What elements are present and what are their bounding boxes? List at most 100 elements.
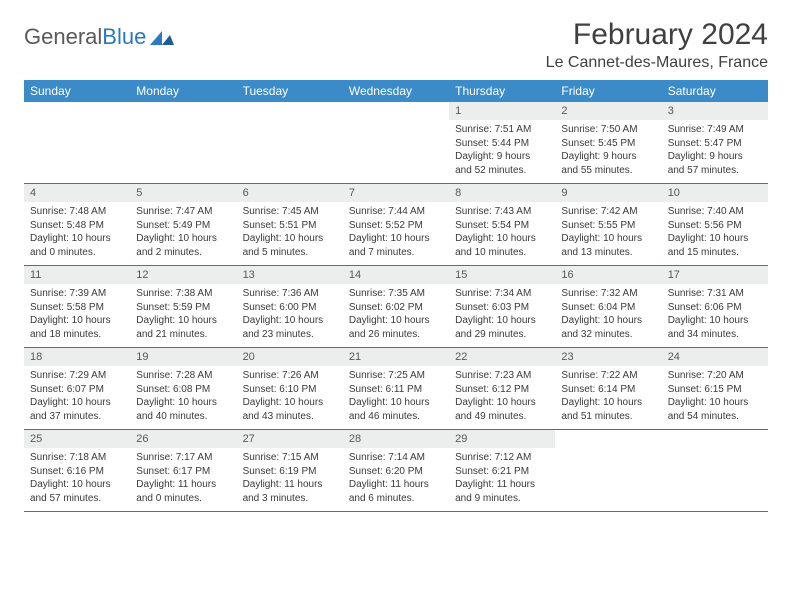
day-body: Sunrise: 7:39 AMSunset: 5:58 PMDaylight:…: [24, 284, 130, 347]
day-body: Sunrise: 7:32 AMSunset: 6:04 PMDaylight:…: [555, 284, 661, 347]
day-body: Sunrise: 7:43 AMSunset: 5:54 PMDaylight:…: [449, 202, 555, 265]
day-number-empty: [24, 102, 130, 120]
day-cell: 18Sunrise: 7:29 AMSunset: 6:07 PMDayligh…: [24, 348, 130, 430]
day-body: Sunrise: 7:49 AMSunset: 5:47 PMDaylight:…: [662, 120, 768, 183]
day-number: 11: [24, 266, 130, 284]
week-row: 11Sunrise: 7:39 AMSunset: 5:58 PMDayligh…: [24, 266, 768, 348]
day-cell: 29Sunrise: 7:12 AMSunset: 6:21 PMDayligh…: [449, 430, 555, 512]
day-cell: 5Sunrise: 7:47 AMSunset: 5:49 PMDaylight…: [130, 184, 236, 266]
day-cell: 22Sunrise: 7:23 AMSunset: 6:12 PMDayligh…: [449, 348, 555, 430]
day-header: Wednesday: [343, 80, 449, 102]
day-number: 23: [555, 348, 661, 366]
day-number: 12: [130, 266, 236, 284]
day-number: 27: [237, 430, 343, 448]
day-body: Sunrise: 7:48 AMSunset: 5:48 PMDaylight:…: [24, 202, 130, 265]
header: GeneralBlue February 2024 Le Cannet-des-…: [24, 18, 768, 72]
calendar-table: SundayMondayTuesdayWednesdayThursdayFrid…: [24, 80, 768, 512]
logo-part1: General: [24, 24, 102, 49]
day-number: 17: [662, 266, 768, 284]
day-number-empty: [237, 102, 343, 120]
day-cell: 8Sunrise: 7:43 AMSunset: 5:54 PMDaylight…: [449, 184, 555, 266]
day-cell: 24Sunrise: 7:20 AMSunset: 6:15 PMDayligh…: [662, 348, 768, 430]
day-header: Thursday: [449, 80, 555, 102]
week-row: 18Sunrise: 7:29 AMSunset: 6:07 PMDayligh…: [24, 348, 768, 430]
day-cell: 28Sunrise: 7:14 AMSunset: 6:20 PMDayligh…: [343, 430, 449, 512]
day-number-empty: [662, 430, 768, 448]
day-number: 13: [237, 266, 343, 284]
title-block: February 2024 Le Cannet-des-Maures, Fran…: [546, 18, 768, 72]
day-body: Sunrise: 7:18 AMSunset: 6:16 PMDaylight:…: [24, 448, 130, 511]
day-number: 5: [130, 184, 236, 202]
day-cell: 23Sunrise: 7:22 AMSunset: 6:14 PMDayligh…: [555, 348, 661, 430]
day-cell: 12Sunrise: 7:38 AMSunset: 5:59 PMDayligh…: [130, 266, 236, 348]
day-body: Sunrise: 7:44 AMSunset: 5:52 PMDaylight:…: [343, 202, 449, 265]
day-number: 22: [449, 348, 555, 366]
day-cell: 15Sunrise: 7:34 AMSunset: 6:03 PMDayligh…: [449, 266, 555, 348]
day-body: Sunrise: 7:14 AMSunset: 6:20 PMDaylight:…: [343, 448, 449, 511]
day-number: 21: [343, 348, 449, 366]
day-number-empty: [343, 102, 449, 120]
day-body: Sunrise: 7:22 AMSunset: 6:14 PMDaylight:…: [555, 366, 661, 429]
day-body: Sunrise: 7:28 AMSunset: 6:08 PMDaylight:…: [130, 366, 236, 429]
day-cell: 4Sunrise: 7:48 AMSunset: 5:48 PMDaylight…: [24, 184, 130, 266]
day-number: 20: [237, 348, 343, 366]
day-cell: [130, 102, 236, 184]
day-body: Sunrise: 7:23 AMSunset: 6:12 PMDaylight:…: [449, 366, 555, 429]
day-number: 8: [449, 184, 555, 202]
logo-part2: Blue: [102, 24, 146, 49]
day-number: 25: [24, 430, 130, 448]
day-cell: 1Sunrise: 7:51 AMSunset: 5:44 PMDaylight…: [449, 102, 555, 184]
day-number: 29: [449, 430, 555, 448]
day-header: Tuesday: [237, 80, 343, 102]
day-cell: 19Sunrise: 7:28 AMSunset: 6:08 PMDayligh…: [130, 348, 236, 430]
day-cell: 21Sunrise: 7:25 AMSunset: 6:11 PMDayligh…: [343, 348, 449, 430]
day-cell: 10Sunrise: 7:40 AMSunset: 5:56 PMDayligh…: [662, 184, 768, 266]
day-body: Sunrise: 7:47 AMSunset: 5:49 PMDaylight:…: [130, 202, 236, 265]
day-number: 15: [449, 266, 555, 284]
day-number: 14: [343, 266, 449, 284]
day-body-empty: [130, 120, 236, 178]
day-cell: [24, 102, 130, 184]
day-header: Sunday: [24, 80, 130, 102]
day-body: Sunrise: 7:17 AMSunset: 6:17 PMDaylight:…: [130, 448, 236, 511]
day-cell: 14Sunrise: 7:35 AMSunset: 6:02 PMDayligh…: [343, 266, 449, 348]
day-body-empty: [24, 120, 130, 178]
day-number: 10: [662, 184, 768, 202]
day-body: Sunrise: 7:38 AMSunset: 5:59 PMDaylight:…: [130, 284, 236, 347]
day-header: Saturday: [662, 80, 768, 102]
day-cell: 3Sunrise: 7:49 AMSunset: 5:47 PMDaylight…: [662, 102, 768, 184]
day-cell: 17Sunrise: 7:31 AMSunset: 6:06 PMDayligh…: [662, 266, 768, 348]
day-cell: 27Sunrise: 7:15 AMSunset: 6:19 PMDayligh…: [237, 430, 343, 512]
day-body: Sunrise: 7:45 AMSunset: 5:51 PMDaylight:…: [237, 202, 343, 265]
day-body: Sunrise: 7:26 AMSunset: 6:10 PMDaylight:…: [237, 366, 343, 429]
day-number: 26: [130, 430, 236, 448]
day-body: Sunrise: 7:34 AMSunset: 6:03 PMDaylight:…: [449, 284, 555, 347]
day-cell: 26Sunrise: 7:17 AMSunset: 6:17 PMDayligh…: [130, 430, 236, 512]
day-number: 28: [343, 430, 449, 448]
day-cell: 6Sunrise: 7:45 AMSunset: 5:51 PMDaylight…: [237, 184, 343, 266]
day-body-empty: [555, 448, 661, 506]
day-number: 18: [24, 348, 130, 366]
day-number: 4: [24, 184, 130, 202]
day-header-row: SundayMondayTuesdayWednesdayThursdayFrid…: [24, 80, 768, 102]
day-body: Sunrise: 7:51 AMSunset: 5:44 PMDaylight:…: [449, 120, 555, 183]
day-cell: 25Sunrise: 7:18 AMSunset: 6:16 PMDayligh…: [24, 430, 130, 512]
day-body: Sunrise: 7:29 AMSunset: 6:07 PMDaylight:…: [24, 366, 130, 429]
logo-text: GeneralBlue: [24, 24, 146, 50]
week-row: 25Sunrise: 7:18 AMSunset: 6:16 PMDayligh…: [24, 430, 768, 512]
day-cell: [662, 430, 768, 512]
day-body: Sunrise: 7:42 AMSunset: 5:55 PMDaylight:…: [555, 202, 661, 265]
day-body-empty: [237, 120, 343, 178]
calendar-body: 1Sunrise: 7:51 AMSunset: 5:44 PMDaylight…: [24, 102, 768, 512]
day-body-empty: [343, 120, 449, 178]
day-number: 19: [130, 348, 236, 366]
day-cell: [343, 102, 449, 184]
week-row: 1Sunrise: 7:51 AMSunset: 5:44 PMDaylight…: [24, 102, 768, 184]
day-body: Sunrise: 7:36 AMSunset: 6:00 PMDaylight:…: [237, 284, 343, 347]
logo: GeneralBlue: [24, 24, 174, 50]
day-body-empty: [662, 448, 768, 506]
day-number: 16: [555, 266, 661, 284]
day-number: 1: [449, 102, 555, 120]
day-number: 7: [343, 184, 449, 202]
day-body: Sunrise: 7:15 AMSunset: 6:19 PMDaylight:…: [237, 448, 343, 511]
